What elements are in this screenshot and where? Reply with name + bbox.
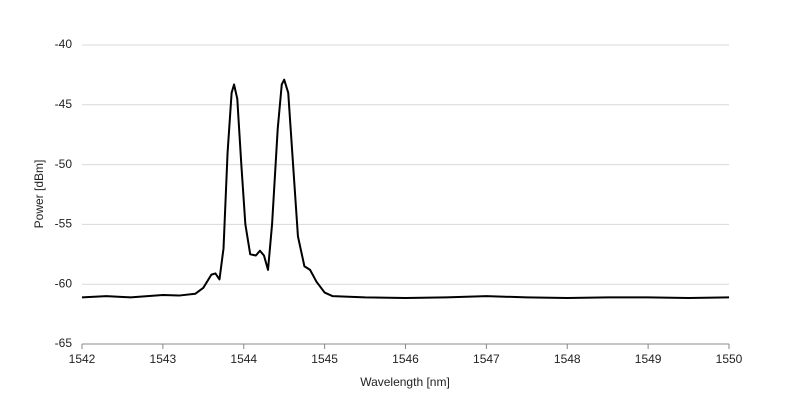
x-tick-label: 1546 — [392, 352, 419, 366]
data-line — [81, 78, 730, 299]
x-tick-label: 1542 — [69, 352, 96, 366]
x-tick-label: 1543 — [150, 352, 177, 366]
y-tick-label: -50 — [55, 157, 73, 171]
x-tick-label: 1548 — [554, 352, 581, 366]
x-tick-label: 1550 — [716, 352, 743, 366]
y-tick-label: -45 — [55, 97, 73, 111]
x-tick-label: 1549 — [635, 352, 662, 366]
y-axis-label: Power [dBm] — [32, 160, 46, 229]
y-tick-label: -40 — [55, 37, 73, 51]
y-tick-label: -60 — [55, 276, 73, 290]
x-tick-label: 1545 — [311, 352, 338, 366]
y-tick-label: -55 — [55, 217, 73, 231]
x-tick-label: 1547 — [473, 352, 500, 366]
x-axis-label: Wavelength [nm] — [360, 375, 450, 389]
x-tick-label: 1544 — [230, 352, 257, 366]
y-tick-label: -65 — [55, 336, 73, 350]
